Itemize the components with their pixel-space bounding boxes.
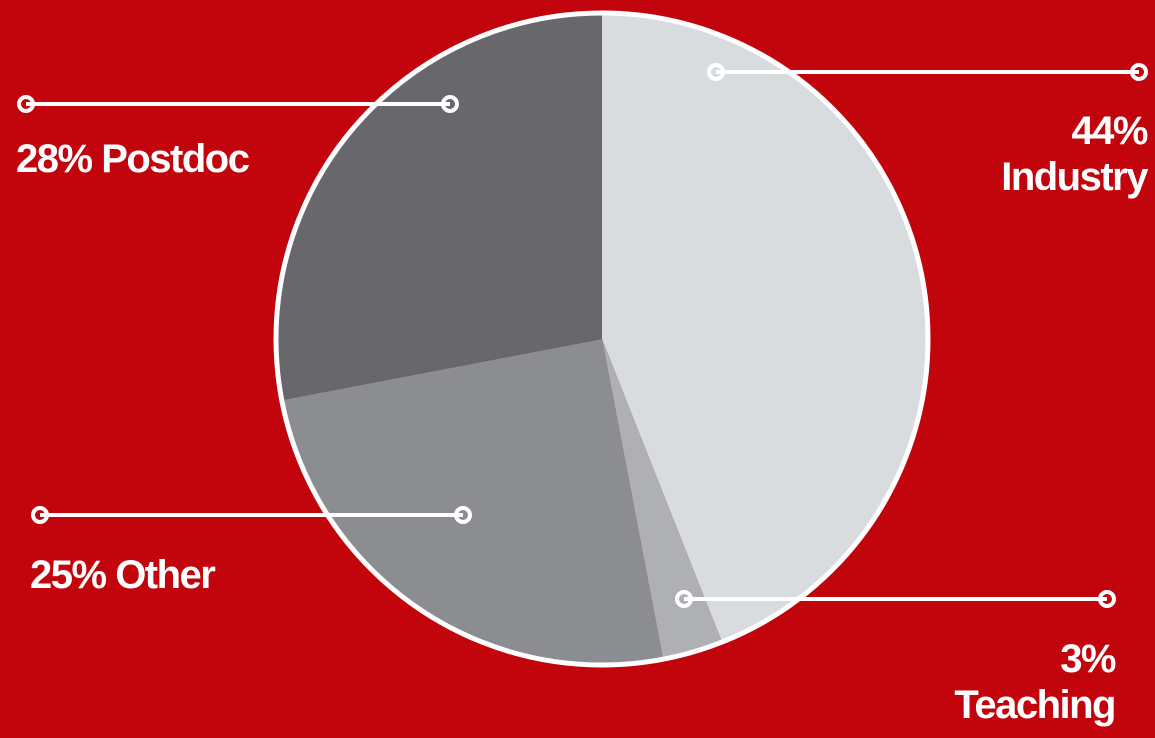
- label-postdoc-percent: 28%: [16, 137, 93, 181]
- leader-line-industry: [707, 63, 1148, 81]
- label-teaching: 3% Teaching: [954, 636, 1116, 728]
- pie-outline: [273, 10, 931, 668]
- label-industry-percent: 44%: [1071, 109, 1148, 153]
- label-industry: 44% Industry: [1001, 108, 1148, 200]
- pie-slice-postdoc: [278, 15, 602, 400]
- label-postdoc: 28% Postdoc: [16, 136, 250, 182]
- leader-line-teaching: [675, 590, 1116, 608]
- label-other-percent: 25%: [30, 553, 107, 597]
- leader-line-other: [31, 506, 472, 524]
- label-other-name: Other: [115, 553, 216, 597]
- label-postdoc-name: Postdoc: [101, 137, 250, 181]
- label-industry-name: Industry: [1001, 155, 1148, 199]
- pie-slice-teaching: [602, 339, 722, 658]
- pie-slice-industry: [602, 15, 926, 641]
- label-teaching-name: Teaching: [954, 683, 1116, 727]
- pie-slice-other: [283, 339, 663, 663]
- label-teaching-percent: 3%: [1060, 637, 1116, 681]
- label-other: 25% Other: [30, 552, 216, 598]
- leader-line-postdoc: [17, 95, 459, 113]
